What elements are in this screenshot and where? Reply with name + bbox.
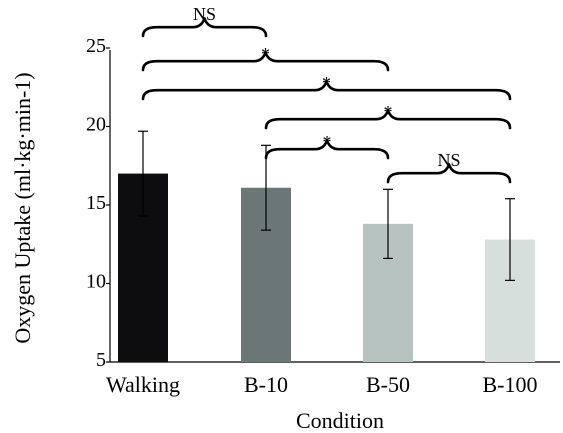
- significance-label: *: [322, 73, 331, 93]
- y-axis-label: Oxygen Uptake (ml·kg·min-1): [10, 72, 35, 343]
- y-tick-label: 5: [96, 349, 106, 371]
- y-tick-label: 25: [86, 35, 106, 57]
- significance-bracket: [264, 139, 390, 160]
- significance-bracket: [141, 51, 390, 72]
- significance-bracket: [386, 163, 512, 184]
- significance-bracket: [264, 109, 512, 130]
- y-tick-label: 15: [86, 192, 106, 214]
- y-tick-label: 10: [86, 271, 106, 293]
- significance-bracket: [141, 80, 512, 101]
- x-axis-label: Condition: [296, 408, 384, 433]
- tick-labels: 5 10 15 20 25 Walking B-10 B-50 B-100: [86, 35, 538, 397]
- significance-label: NS: [437, 150, 460, 170]
- significance-label: NS: [193, 4, 216, 24]
- significance-label: *: [384, 102, 393, 122]
- x-tick-label: B-50: [366, 372, 410, 397]
- significance-label: *: [323, 132, 332, 152]
- x-tick-label: B-100: [483, 372, 538, 397]
- x-tick-label: Walking: [106, 372, 180, 397]
- significance-brackets: NS * * * * NS: [141, 4, 512, 184]
- significance-label: *: [261, 44, 270, 64]
- significance-bracket: [141, 17, 268, 38]
- error-bars: [138, 130, 515, 281]
- y-tick-label: 20: [86, 114, 106, 136]
- bars: [118, 173, 535, 362]
- x-tick-label: B-10: [244, 372, 288, 397]
